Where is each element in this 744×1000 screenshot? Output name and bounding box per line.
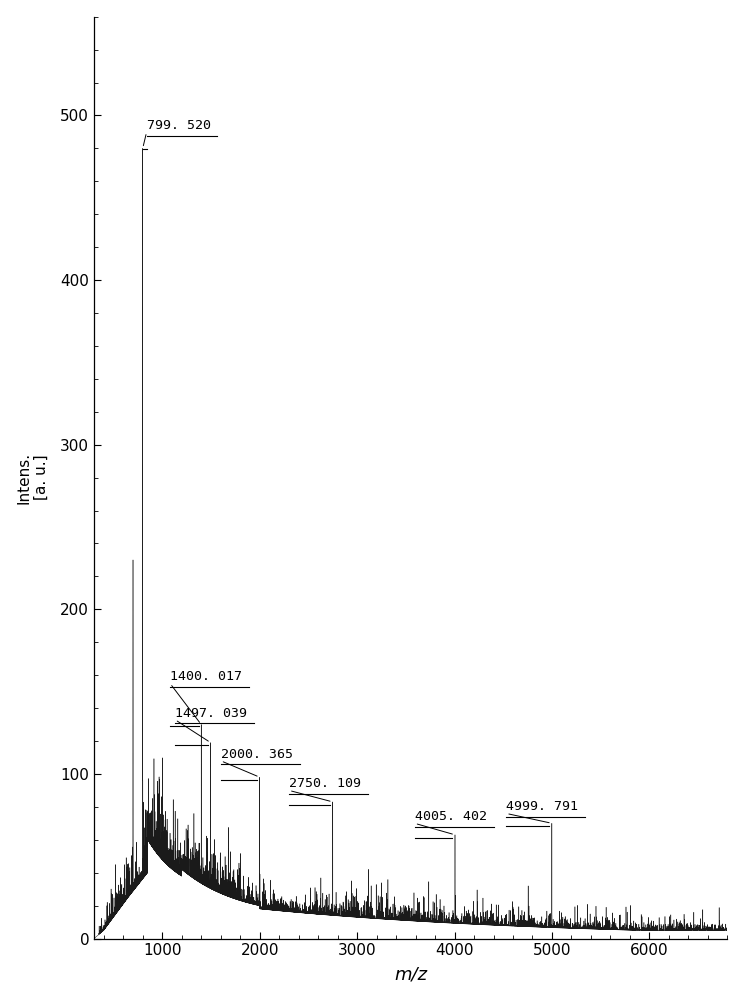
Text: 1400. 017: 1400. 017 [170, 670, 242, 683]
Text: 2000. 365: 2000. 365 [221, 748, 292, 761]
Text: 799. 520: 799. 520 [147, 119, 211, 132]
Text: 4005. 402: 4005. 402 [414, 810, 487, 823]
Text: 4999. 791: 4999. 791 [506, 800, 578, 813]
X-axis label: m/z: m/z [394, 965, 427, 983]
Y-axis label: Intens.
[a. u.]: Intens. [a. u.] [16, 452, 49, 504]
Text: 2750. 109: 2750. 109 [289, 777, 361, 790]
Text: 1497. 039: 1497. 039 [175, 707, 247, 720]
